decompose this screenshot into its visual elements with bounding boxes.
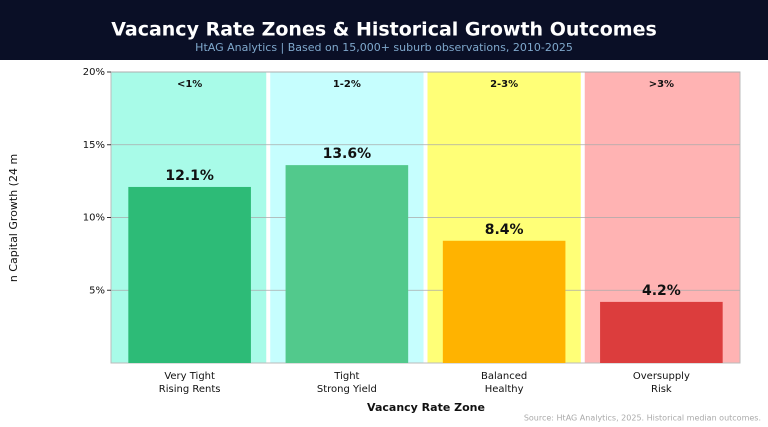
chart-subtitle: HtAG Analytics | Based on 15,000+ suburb… [195,41,573,54]
zone-label: <1% [177,79,202,90]
zone-label: >3% [649,79,674,90]
y-axis-title: n Capital Growth (24 m [7,154,20,282]
x-tick-label: Rising Rents [159,384,221,395]
zone-label: 2-3% [490,79,518,90]
value-label: 8.4% [485,222,524,238]
value-label: 13.6% [323,146,372,162]
y-tick-label: 15% [83,140,105,151]
x-tick-label: Risk [651,384,672,395]
bar [600,301,723,363]
x-tick-label: Oversupply [633,371,690,382]
x-tick-label: Tight [333,371,359,382]
bar [128,186,251,363]
value-label: 12.1% [165,168,214,184]
bar [285,165,409,363]
x-tick-label: Very Tight [164,371,215,382]
header-band [0,0,768,60]
x-tick-label: Strong Yield [317,384,377,395]
x-tick-label: Healthy [485,384,524,395]
chart-title: Vacancy Rate Zones & Historical Growth O… [111,19,657,41]
source-note: Source: HtAG Analytics, 2025. Historical… [524,414,761,423]
bar [442,240,566,363]
y-tick-label: 10% [83,213,105,224]
x-tick-label: Balanced [481,371,527,382]
y-tick-label: 20% [83,67,105,78]
zone-label: 1-2% [333,79,361,90]
y-tick-label: 5% [89,285,105,296]
x-axis-title: Vacancy Rate Zone [367,401,485,414]
value-label: 4.2% [642,283,681,299]
